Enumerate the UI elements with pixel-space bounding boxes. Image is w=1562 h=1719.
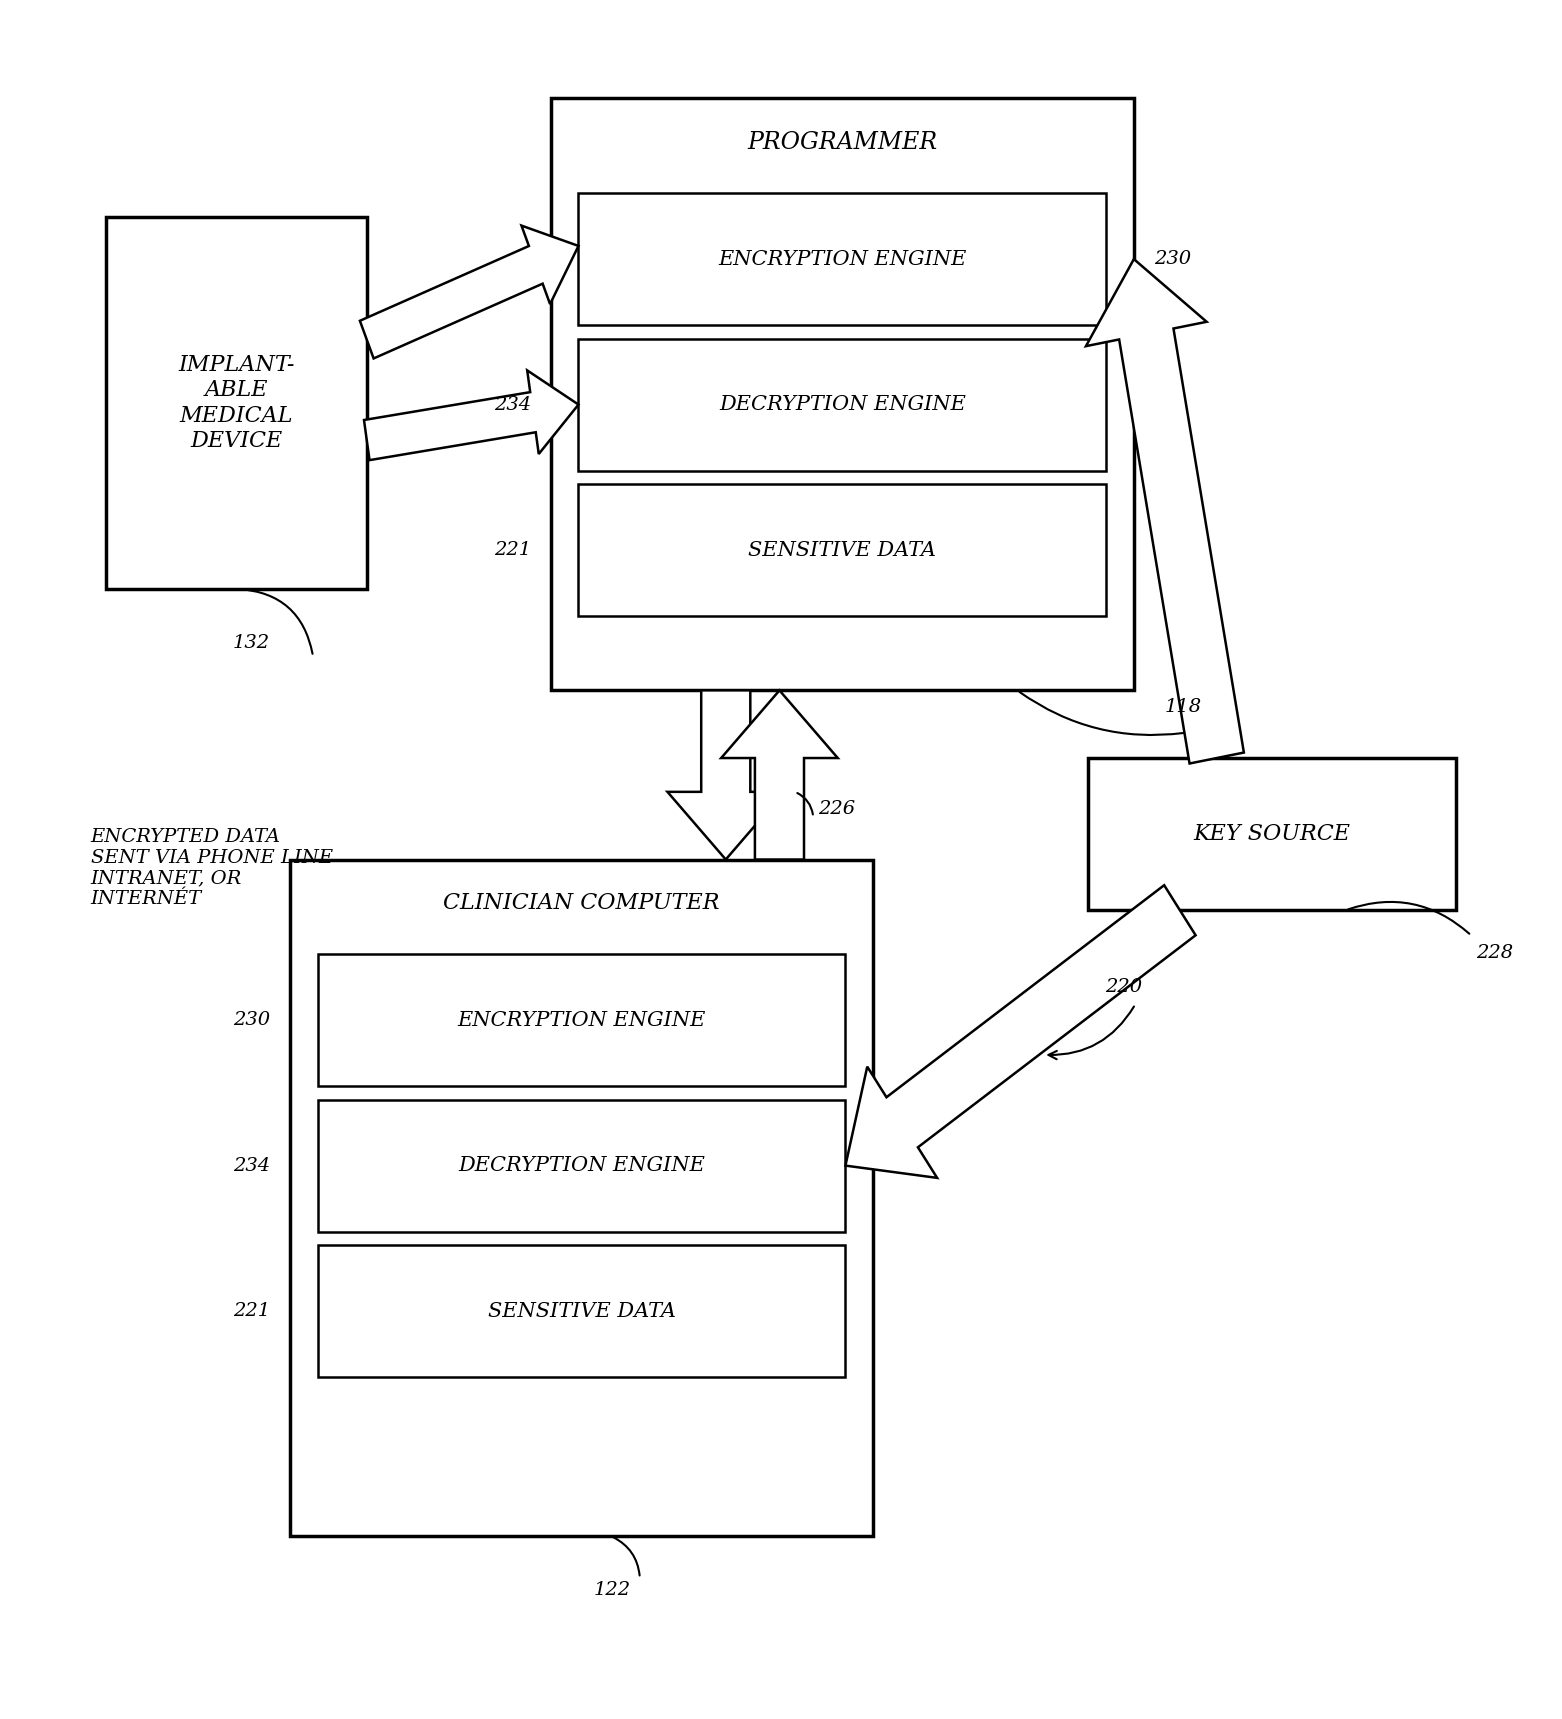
Polygon shape — [667, 691, 784, 860]
Text: KEY SOURCE: KEY SOURCE — [1193, 823, 1351, 846]
Text: 234: 234 — [494, 395, 531, 414]
Polygon shape — [1086, 260, 1243, 763]
Text: 132: 132 — [233, 634, 270, 652]
Text: 220: 220 — [1104, 978, 1142, 997]
Text: DECRYPTION ENGINE: DECRYPTION ENGINE — [719, 395, 965, 414]
Text: 221: 221 — [494, 541, 531, 559]
FancyArrowPatch shape — [1020, 693, 1184, 736]
Polygon shape — [359, 225, 578, 359]
Text: 221: 221 — [233, 1301, 270, 1320]
Text: 230: 230 — [1154, 251, 1190, 268]
Text: ENCRYPTION ENGINE: ENCRYPTION ENGINE — [458, 1011, 706, 1030]
Bar — [551, 98, 1134, 691]
Text: ENCRYPTED DATA
SENT VIA PHONE LINE
INTRANET, OR
INTERNÉT: ENCRYPTED DATA SENT VIA PHONE LINE INTRA… — [91, 829, 333, 908]
Text: DECRYPTION ENGINE: DECRYPTION ENGINE — [458, 1157, 704, 1176]
Text: 226: 226 — [818, 799, 854, 818]
Text: SENSITIVE DATA: SENSITIVE DATA — [487, 1301, 675, 1320]
Bar — [291, 860, 873, 1537]
Text: CLINICIAN COMPUTER: CLINICIAN COMPUTER — [444, 892, 720, 915]
Bar — [106, 217, 367, 590]
Polygon shape — [722, 691, 837, 860]
Text: 234: 234 — [233, 1157, 270, 1174]
Bar — [578, 485, 1106, 615]
Text: PROGRAMMER: PROGRAMMER — [747, 131, 937, 155]
Polygon shape — [364, 370, 578, 461]
FancyArrowPatch shape — [1348, 902, 1470, 933]
Bar — [578, 193, 1106, 325]
Bar — [578, 339, 1106, 471]
Polygon shape — [845, 885, 1195, 1178]
Text: 228: 228 — [1476, 944, 1514, 963]
FancyArrowPatch shape — [614, 1537, 639, 1576]
Bar — [317, 1100, 845, 1231]
Text: 118: 118 — [1164, 698, 1201, 715]
Text: 230: 230 — [233, 1011, 270, 1030]
Bar — [1087, 758, 1456, 911]
Text: 122: 122 — [594, 1581, 631, 1599]
FancyArrowPatch shape — [239, 590, 312, 653]
Text: SENSITIVE DATA: SENSITIVE DATA — [748, 540, 936, 559]
Text: ENCRYPTION ENGINE: ENCRYPTION ENGINE — [719, 249, 967, 268]
Bar — [317, 1245, 845, 1377]
Text: IMPLANT-
ABLE
MEDICAL
DEVICE: IMPLANT- ABLE MEDICAL DEVICE — [178, 354, 295, 452]
Bar — [317, 954, 845, 1086]
FancyArrowPatch shape — [797, 792, 812, 815]
